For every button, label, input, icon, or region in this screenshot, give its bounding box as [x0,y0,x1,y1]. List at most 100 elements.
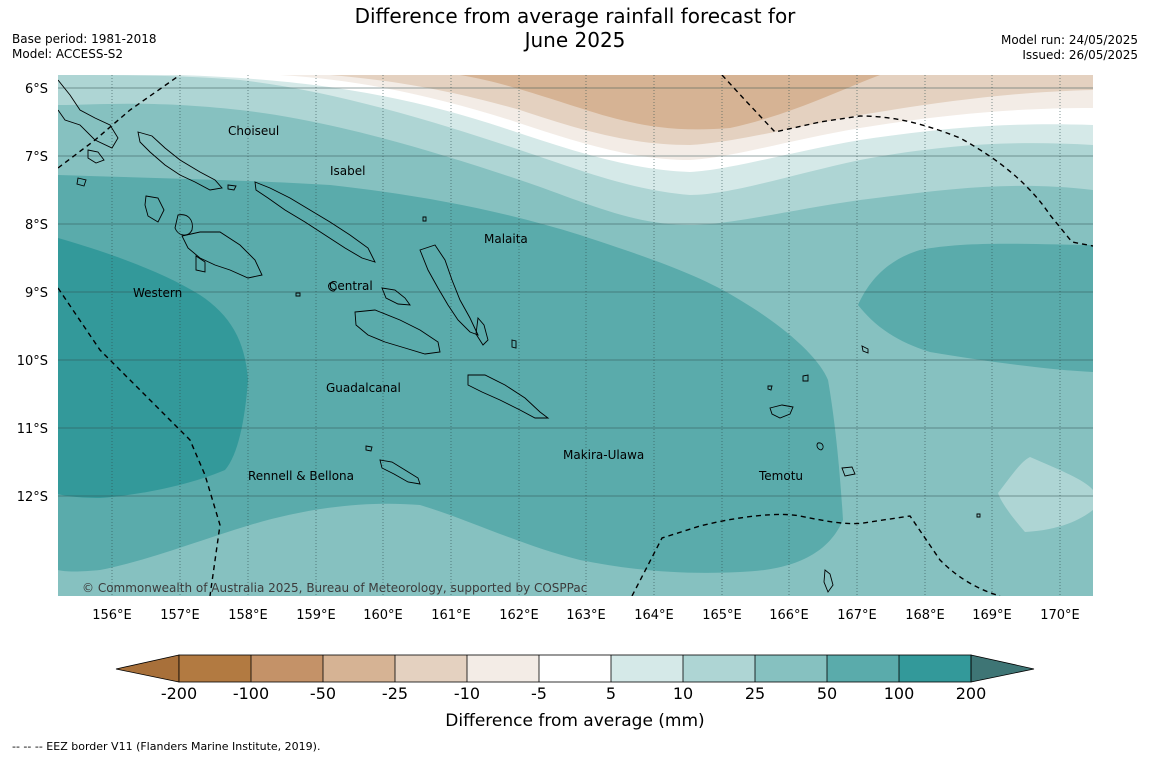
lon-label-168e: 168°E [905,608,945,623]
colorbar-swatch-10 [827,655,899,682]
colorbar-swatch-6 [539,655,611,682]
colorbar-tick-minus100: -100 [233,684,269,703]
copyright-notice: © Commonwealth of Australia 2025, Bureau… [82,581,587,595]
colorbar-swatch-8 [683,655,755,682]
colorbar-upper-extend [970,654,1035,683]
band-50-100-east [858,243,1093,372]
colorbar-tick-minus5: -5 [531,684,547,703]
map-title: Difference from average rainfall forecas… [0,4,1150,52]
lon-label-170e: 170°E [1040,608,1080,623]
island-bougainville [58,79,119,149]
region-label-central: Central [329,279,373,293]
eez-footnote: -- -- -- EEZ border V11 (Flanders Marine… [12,740,321,753]
colorbar-tick-10: 10 [673,684,693,703]
island-kolombangara [174,214,193,236]
colorbar-outline [178,654,972,683]
region-label-choiseul: Choiseul [228,124,279,138]
lon-label-164e: 164°E [634,608,674,623]
lat-label-8s: 8°S [25,218,48,233]
lon-label-160e: 160°E [363,608,403,623]
lon-label-167e: 167°E [837,608,877,623]
island-small-1 [76,177,87,187]
lat-label-9s: 9°S [25,286,48,301]
lon-label-156e: 156°E [92,608,132,623]
colorbar-swatch-7 [611,655,683,682]
island-bellona [365,445,373,452]
island-small-temotu-1 [802,374,809,382]
model-run: Model run: 24/05/2025 [1000,33,1138,47]
colorbar-tick-minus200: -200 [161,684,197,703]
island-small-temotu-4 [841,466,856,477]
island-rennell [379,459,421,485]
colorbar-tick-100: 100 [884,684,915,703]
meta-left: Base period: 1981-2018 Model: ACCESS-S2 [12,32,157,62]
colorbar-swatch-1 [179,655,251,682]
title-line-1: Difference from average rainfall forecas… [354,4,796,28]
colorbar-swatch-2 [251,655,323,682]
region-label-guadalcanal: Guadalcanal [326,381,401,395]
island-isabel [254,181,376,263]
region-label-isabel: Isabel [330,164,365,178]
island-small-temotu-3 [816,442,824,451]
island-rendova [195,255,206,273]
band-10-25-southeast [998,457,1093,532]
colorbar-title: Difference from average (mm) [445,711,704,731]
island-guadalcanal [354,309,441,355]
island-savo [328,282,337,292]
region-label-western: Western [133,286,182,300]
lat-label-11s: 11°S [17,422,48,437]
island-malaita [419,244,479,336]
lon-label-166e: 166°E [769,608,809,623]
lat-label-10s: 10°S [17,354,48,369]
colorbar-lower-extend [115,654,180,683]
region-labels: Choiseul Isabel Malaita Western Central … [133,124,803,483]
band-50-100 [58,175,843,573]
lat-label-7s: 7°S [25,150,48,165]
colorbar-swatch-5 [467,655,539,682]
region-label-malaita: Malaita [484,232,528,246]
island-small-temotu-2 [767,385,773,391]
colorbar-swatch-4 [395,655,467,682]
colorbar-tick-minus50: -50 [310,684,336,703]
region-label-temotu: Temotu [758,469,803,483]
colorbar-tick-200: 200 [956,684,987,703]
island-small-3 [295,292,301,297]
eez-borders [58,75,1093,596]
lat-label-6s: 6°S [25,82,48,97]
colorbar-swatch-3 [323,655,395,682]
longitude-labels: 156°E 157°E 158°E 159°E 160°E 161°E 162°… [92,608,1080,623]
island-vella [144,195,165,223]
island-new-georgia [181,231,263,279]
lon-label-159e: 159°E [296,608,336,623]
lon-label-163e: 163°E [566,608,606,623]
grid-lines [58,87,1093,497]
lon-label-165e: 165°E [702,608,742,623]
island-makira [467,374,550,419]
rainfall-field [58,75,1093,596]
island-small-malaita [475,316,489,346]
island-ulawa [511,339,517,349]
base-period: Base period: 1981-2018 [12,32,157,46]
island-buka [87,149,105,164]
band-minus25-minus50 [460,75,880,130]
issued-date: Issued: 26/05/2025 [1022,48,1138,62]
island-florida [381,287,411,306]
lon-label-158e: 158°E [228,608,268,623]
colorbar-tick-minus25: -25 [382,684,408,703]
island-choiseul [137,131,223,191]
lon-label-157e: 157°E [160,608,200,623]
island-small-temotu-6 [823,569,834,593]
colorbar: -200 -100 -50 -25 -10 -5 5 10 25 50 100 … [115,654,1035,731]
island-small-east [976,513,981,518]
region-label-rennell-bellona: Rennell & Bellona [248,469,354,483]
colorbar-tick-25: 25 [745,684,765,703]
latitude-labels: 6°S 7°S 8°S 9°S 10°S 11°S 12°S [17,82,48,505]
island-small-2 [227,184,237,191]
colorbar-swatch-9 [755,655,827,682]
band-100-200 [58,238,248,498]
colorbar-tick-5: 5 [606,684,616,703]
lon-label-161e: 161°E [431,608,471,623]
model-name: Model: ACCESS-S2 [12,47,124,61]
